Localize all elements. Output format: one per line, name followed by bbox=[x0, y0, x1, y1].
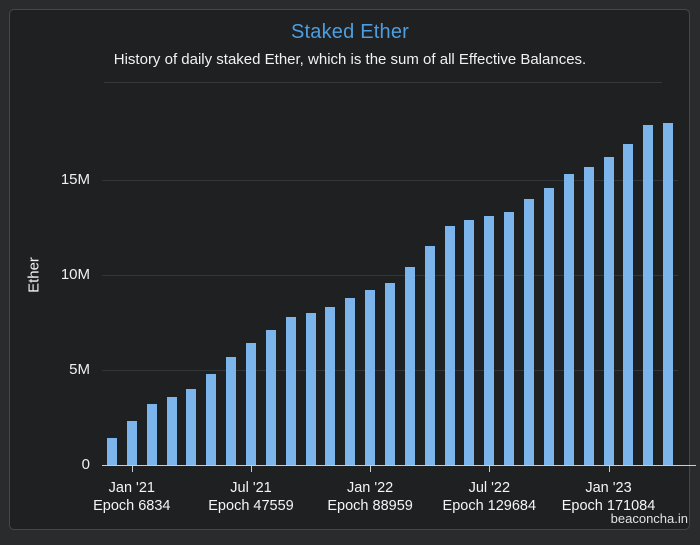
bar[interactable] bbox=[623, 144, 634, 465]
bar[interactable] bbox=[186, 389, 197, 465]
bar[interactable] bbox=[603, 157, 614, 465]
x-tick-mark bbox=[489, 466, 491, 472]
bar[interactable] bbox=[305, 313, 316, 465]
x-tick-mark bbox=[131, 466, 133, 472]
bar[interactable] bbox=[345, 298, 356, 465]
x-axis-label: Jan '23 Epoch 171084 bbox=[562, 480, 656, 515]
x-axis-label: Jul '21 Epoch 47559 bbox=[208, 480, 293, 515]
bar[interactable] bbox=[583, 167, 594, 465]
header-divider bbox=[104, 82, 662, 83]
bar[interactable] bbox=[563, 174, 574, 465]
bar[interactable] bbox=[325, 307, 336, 465]
bar[interactable] bbox=[206, 374, 217, 465]
chart-title: Staked Ether bbox=[290, 21, 410, 43]
bar[interactable] bbox=[663, 123, 674, 465]
bar[interactable] bbox=[484, 216, 495, 465]
bar[interactable] bbox=[404, 267, 415, 465]
bar[interactable] bbox=[126, 421, 137, 465]
bar[interactable] bbox=[226, 357, 237, 465]
x-axis-label: Jul '22 Epoch 129684 bbox=[443, 480, 537, 515]
bar[interactable] bbox=[643, 125, 654, 465]
bar[interactable] bbox=[464, 220, 475, 465]
x-label-date: Jan '22 bbox=[346, 480, 394, 496]
x-label-epoch: Epoch 129684 bbox=[442, 497, 537, 514]
y-tick-label: 5M bbox=[69, 361, 90, 378]
bar[interactable] bbox=[424, 246, 435, 465]
x-label-date: Jan '23 bbox=[585, 480, 632, 496]
y-tick-label: 15M bbox=[60, 171, 90, 188]
watermark: beaconcha.in bbox=[610, 511, 688, 526]
x-tick-mark bbox=[608, 466, 610, 472]
bar[interactable] bbox=[524, 199, 534, 465]
x-axis-line bbox=[102, 465, 696, 466]
bar[interactable] bbox=[166, 397, 177, 465]
bar[interactable] bbox=[106, 438, 117, 465]
chart-subtitle: History of daily staked Ether, which is … bbox=[113, 51, 587, 68]
bar[interactable] bbox=[543, 188, 554, 465]
x-label-epoch: Epoch 47559 bbox=[208, 497, 294, 514]
x-tick-mark bbox=[370, 466, 372, 472]
y-tick-label: 10M bbox=[60, 266, 90, 283]
bar[interactable] bbox=[444, 226, 455, 465]
bar[interactable] bbox=[246, 343, 256, 465]
x-label-date: Jul '21 bbox=[230, 480, 272, 496]
bar[interactable] bbox=[504, 212, 515, 465]
bar[interactable] bbox=[265, 330, 276, 465]
bar[interactable] bbox=[385, 283, 395, 465]
x-label-epoch: Epoch 6834 bbox=[93, 497, 171, 514]
x-label-date: Jul '22 bbox=[468, 480, 511, 496]
x-label-date: Jan '21 bbox=[108, 480, 155, 496]
gridline-15M bbox=[102, 180, 678, 181]
x-axis-label: Jan '21 Epoch 6834 bbox=[93, 480, 170, 515]
gridline-10M bbox=[102, 275, 678, 276]
bar[interactable] bbox=[146, 404, 157, 465]
y-tick-label: 0 bbox=[81, 456, 90, 473]
x-axis-label: Jan '22 Epoch 88959 bbox=[327, 480, 412, 515]
bar[interactable] bbox=[365, 290, 376, 465]
x-label-epoch: Epoch 88959 bbox=[327, 497, 413, 514]
x-tick-mark bbox=[251, 466, 252, 472]
bar[interactable] bbox=[285, 317, 296, 465]
x-label-epoch: Epoch 171084 bbox=[561, 497, 656, 514]
